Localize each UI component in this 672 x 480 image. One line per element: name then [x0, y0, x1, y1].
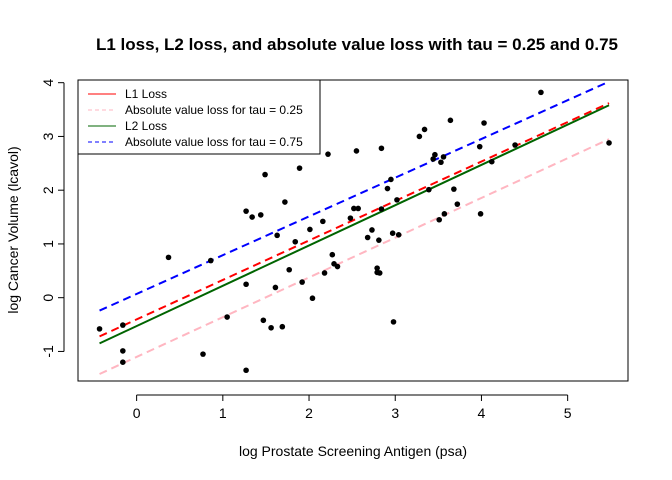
- data-point: [390, 319, 397, 325]
- data-point: [438, 159, 444, 166]
- series-line-0: [99, 102, 610, 338]
- data-point: [282, 199, 288, 205]
- axes-layer: 0 1 2 3 4 5 -1 0 1 2 3 4: [40, 79, 572, 421]
- y-tick-label: 4: [40, 79, 56, 87]
- data-point: [384, 185, 391, 192]
- data-point: [388, 176, 394, 183]
- data-point: [286, 266, 293, 273]
- data-point: [292, 238, 299, 245]
- data-point: [364, 234, 371, 241]
- chart-title: L1 loss, L2 loss, and absolute value los…: [96, 35, 618, 54]
- data-point: [378, 145, 385, 152]
- y-tick-label: 2: [40, 186, 56, 194]
- data-point: [120, 322, 126, 328]
- data-point: [299, 279, 305, 285]
- data-point: [296, 165, 303, 171]
- data-point: [120, 359, 126, 365]
- data-point: [477, 211, 484, 217]
- data-point: [441, 211, 448, 217]
- x-tick-label: 0: [133, 405, 141, 421]
- data-point: [307, 226, 313, 233]
- legend-box: [77, 79, 321, 155]
- data-point: [347, 215, 354, 221]
- x-axis-label: log Prostate Screening Antigen (psa): [239, 443, 467, 459]
- scatter-points-layer: [96, 89, 612, 374]
- data-point: [538, 89, 544, 96]
- data-point: [512, 142, 518, 148]
- legend-label-2: L2 Loss: [125, 119, 167, 133]
- data-point: [454, 201, 461, 207]
- data-point: [329, 251, 336, 258]
- data-point: [262, 171, 268, 178]
- x-tick-label: 4: [478, 405, 486, 421]
- data-point: [325, 151, 331, 157]
- legend: L1 Loss Absolute value loss for tau = 0.2…: [77, 79, 321, 155]
- data-point: [369, 227, 375, 233]
- data-point: [436, 216, 443, 223]
- data-point: [268, 324, 274, 331]
- data-point: [243, 208, 249, 214]
- data-point: [260, 317, 267, 324]
- data-point: [374, 265, 380, 271]
- data-point: [451, 186, 457, 192]
- data-point: [165, 254, 172, 261]
- data-point: [321, 270, 328, 276]
- series-line-1: [99, 138, 610, 375]
- data-point: [389, 230, 396, 236]
- data-point: [96, 326, 103, 332]
- data-point: [432, 151, 438, 158]
- data-point: [243, 367, 249, 374]
- data-point: [279, 323, 286, 330]
- data-point: [257, 212, 264, 218]
- y-tick-label: 0: [40, 294, 56, 302]
- data-point: [447, 117, 454, 124]
- data-point: [274, 232, 280, 239]
- data-point: [334, 263, 341, 270]
- data-point: [440, 154, 447, 160]
- data-point: [200, 351, 206, 357]
- y-axis-label: log Cancer Volume (lcavol): [5, 146, 21, 313]
- data-point: [376, 270, 383, 276]
- data-point: [243, 281, 249, 288]
- data-point: [320, 218, 326, 225]
- data-point: [430, 156, 436, 162]
- data-point: [224, 314, 230, 320]
- series-line-3: [99, 80, 610, 312]
- data-point: [353, 148, 360, 154]
- x-tick-label: 1: [219, 405, 227, 421]
- y-tick-label: 3: [40, 132, 56, 140]
- data-point: [309, 295, 316, 302]
- legend-label-3: Absolute value loss for tau = 0.75: [125, 135, 303, 149]
- data-point: [476, 143, 483, 150]
- data-point: [481, 120, 487, 126]
- legend-label-1: Absolute value loss for tau = 0.25: [125, 103, 303, 117]
- data-point: [120, 348, 126, 354]
- data-point: [355, 205, 361, 212]
- data-point: [207, 257, 214, 264]
- data-point: [378, 206, 385, 212]
- data-point: [394, 197, 400, 203]
- series-line-2: [99, 104, 610, 345]
- y-tick-label: 1: [40, 240, 56, 248]
- data-point: [272, 284, 279, 291]
- data-point: [606, 140, 612, 146]
- plot-frame: [77, 79, 629, 382]
- data-point: [421, 126, 428, 133]
- data-point: [249, 214, 255, 220]
- legend-label-0: L1 Loss: [125, 87, 167, 101]
- x-tick-label: 5: [564, 405, 572, 421]
- data-point: [395, 232, 402, 238]
- x-tick-label: 2: [305, 405, 313, 421]
- data-point: [426, 186, 432, 193]
- y-tick-label: -1: [40, 345, 56, 358]
- data-point: [376, 237, 382, 243]
- x-tick-label: 3: [391, 405, 399, 421]
- regression-lines-layer: [99, 80, 610, 375]
- data-point: [416, 133, 423, 140]
- data-point: [488, 158, 495, 165]
- data-point: [351, 205, 357, 212]
